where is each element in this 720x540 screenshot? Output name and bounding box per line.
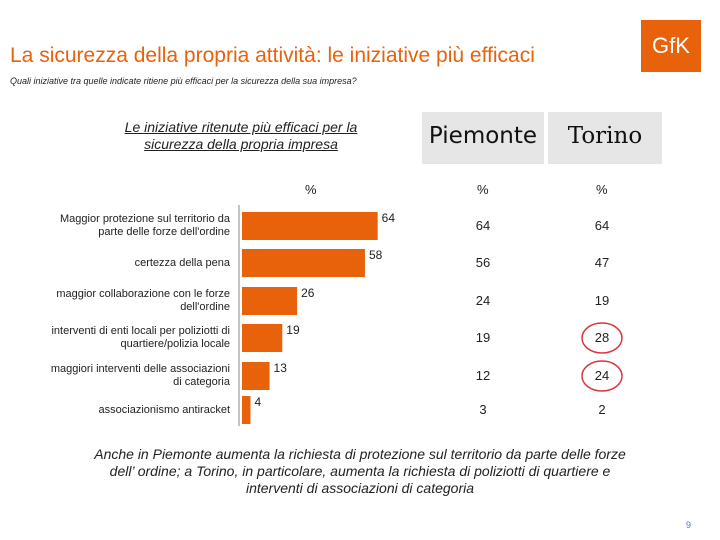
bar-value-label-4: 19 xyxy=(286,323,300,337)
piemonte-value-2: 56 xyxy=(475,255,491,270)
piemonte-value-1: 64 xyxy=(475,218,491,233)
torino-value-4: 28 xyxy=(594,330,610,345)
torino-value-6: 2 xyxy=(598,402,606,417)
bar-value-label-1: 64 xyxy=(382,211,396,225)
highlight-circle-4 xyxy=(581,322,623,354)
piemonte-value-6: 3 xyxy=(479,402,487,417)
bar-2 xyxy=(242,249,365,277)
bar-value-label-2: 58 xyxy=(369,248,383,262)
bar-value-label-5: 13 xyxy=(274,361,288,375)
torino-value-2: 47 xyxy=(594,255,610,270)
bar-3 xyxy=(242,287,298,315)
chart-header-line2: sicurezza della propria impresa xyxy=(144,136,338,152)
category-label-4: interventi di enti locali per poliziotti… xyxy=(51,325,230,350)
commentary-line3: interventi di associazioni di categoria xyxy=(245,480,474,496)
category-label-3: maggior collaborazione con le forze dell… xyxy=(56,288,230,313)
commentary-line1: Anche in Piemonte aumenta la richiesta d… xyxy=(94,446,626,462)
gfk-logo: GfK xyxy=(641,20,701,72)
column-header-torino: Torino xyxy=(548,112,662,164)
piemonte-value-4: 19 xyxy=(475,330,491,345)
torino-percent-label: % xyxy=(596,182,608,197)
survey-question: Quali iniziative tra quelle indicate rit… xyxy=(10,76,357,86)
category-label-6: associazionismo antiracket xyxy=(98,403,230,416)
category-label-5: maggiori interventi delle associazioni d… xyxy=(50,363,230,388)
chart-header-line1: Le iniziative ritenute più efficaci per … xyxy=(124,119,358,135)
bar-value-label-6: 4 xyxy=(254,395,261,409)
highlight-circle-5 xyxy=(581,360,623,392)
torino-value-5: 24 xyxy=(594,368,610,383)
chart-percent-label: % xyxy=(305,182,317,197)
page-number: 9 xyxy=(686,520,692,530)
bar-6 xyxy=(242,396,251,424)
torino-value-1: 64 xyxy=(594,218,610,233)
category-label-2: certezza della pena xyxy=(134,256,230,269)
column-header-piemonte: Piemonte xyxy=(422,112,544,164)
piemonte-value-5: 12 xyxy=(475,368,491,383)
bar-5 xyxy=(242,362,270,390)
chart-header: Le iniziative ritenute più efficaci per … xyxy=(96,119,386,153)
piemonte-value-3: 24 xyxy=(475,293,491,308)
commentary-note: Anche in Piemonte aumenta la richiesta d… xyxy=(40,446,680,497)
bar-1 xyxy=(242,212,378,240)
bar-4 xyxy=(242,324,283,352)
page-title: La sicurezza della propria attività: le … xyxy=(10,44,535,67)
bar-value-label-3: 26 xyxy=(301,286,315,300)
piemonte-percent-label: % xyxy=(477,182,489,197)
torino-value-3: 19 xyxy=(594,293,610,308)
category-label-1: Maggior protezione sul territorio da par… xyxy=(60,213,230,238)
commentary-line2: dell’ ordine; a Torino, in particolare, … xyxy=(109,463,611,479)
